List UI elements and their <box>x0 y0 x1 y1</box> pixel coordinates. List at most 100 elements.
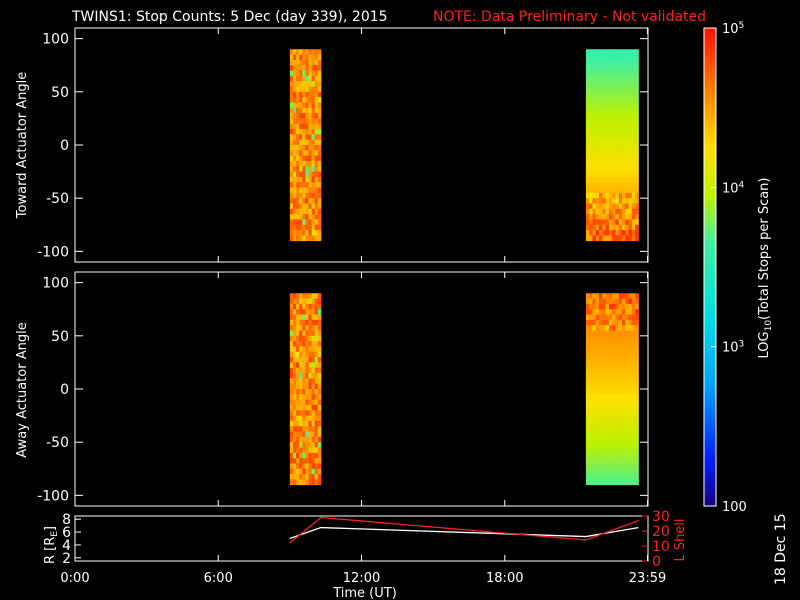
heatmap-cell <box>296 203 300 210</box>
heatmap-cell <box>299 224 303 231</box>
heatmap-cell <box>599 230 603 236</box>
heatmap-cell <box>589 474 593 480</box>
heatmap-cell <box>585 192 590 199</box>
heatmap-cell <box>296 314 300 321</box>
heatmap-cell <box>602 314 607 321</box>
heatmap-cell <box>592 150 597 157</box>
heatmap-cell <box>599 54 603 61</box>
heatmap-cell <box>289 458 294 464</box>
heatmap-cell <box>608 474 613 480</box>
heatmap-cell <box>602 150 607 157</box>
heatmap-cell <box>299 399 303 406</box>
heatmap-cell <box>299 65 303 71</box>
heatmap-cell <box>296 325 300 331</box>
heatmap-cell <box>292 325 297 331</box>
heatmap-cell <box>608 49 613 55</box>
time-xlabel: Time (UT) <box>332 586 397 600</box>
heatmap-cell <box>308 415 313 422</box>
heatmap-cell <box>608 346 613 353</box>
heatmap-cell <box>317 49 322 55</box>
heatmap-cell <box>635 235 639 242</box>
heatmap-cell <box>308 389 313 395</box>
heatmap-cell <box>592 447 597 454</box>
heatmap-cell <box>631 468 636 475</box>
heatmap-cell <box>289 203 294 210</box>
heatmap-cell <box>628 394 633 401</box>
heatmap-cell <box>608 182 613 188</box>
heatmap-cell <box>585 224 590 231</box>
heatmap-cell <box>602 129 607 135</box>
heatmap-cell <box>599 303 603 310</box>
heatmap-cell <box>589 341 593 347</box>
heatmap-cell <box>311 335 316 342</box>
heatmap-cell <box>314 150 319 157</box>
heatmap-cell <box>299 198 303 204</box>
heatmap-cell <box>599 330 603 337</box>
heatmap-cell <box>308 341 313 347</box>
colorbar-tick-label: 100 <box>722 500 747 515</box>
heatmap-cell <box>612 447 616 454</box>
x-tick-label: 23:59 <box>629 571 666 586</box>
heatmap-cell <box>317 415 322 422</box>
heatmap-cell <box>605 59 610 66</box>
heatmap-cell <box>585 373 590 379</box>
heatmap-cell <box>631 123 636 130</box>
heatmap-cell <box>612 118 616 125</box>
heatmap-cell <box>314 123 319 130</box>
heatmap-cell <box>618 171 623 178</box>
heatmap-cell <box>317 187 322 194</box>
heatmap-cell <box>299 447 303 454</box>
heatmap-cell <box>314 187 319 194</box>
heatmap-cell <box>592 91 597 98</box>
heatmap-cell <box>608 394 613 401</box>
heatmap-cell <box>608 431 613 438</box>
heatmap-cell <box>308 309 313 315</box>
heatmap-cell <box>631 351 636 358</box>
heatmap-cell <box>585 102 590 109</box>
heatmap-cell <box>317 442 322 448</box>
heatmap-cell <box>615 129 620 135</box>
heatmap-cell <box>628 187 633 194</box>
heatmap-cell <box>602 70 607 77</box>
heatmap-cell <box>299 325 303 331</box>
heatmap-cell <box>628 325 633 331</box>
heatmap-cell <box>314 166 319 172</box>
heatmap-cell <box>605 341 610 347</box>
heatmap-cell <box>618 113 623 119</box>
heatmap-cell <box>625 314 630 321</box>
heatmap-cell <box>585 166 590 172</box>
heatmap-cell <box>296 458 300 464</box>
heatmap-cell <box>296 303 300 310</box>
heatmap-cell <box>602 293 607 299</box>
heatmap-cell <box>605 134 610 141</box>
heatmap-cell <box>631 97 636 103</box>
heatmap-cell <box>305 463 309 470</box>
heatmap-cell <box>622 134 626 141</box>
heatmap-cell <box>592 309 597 315</box>
heatmap-cell <box>311 383 316 390</box>
heatmap-cell <box>605 224 610 231</box>
heatmap-cell <box>625 235 630 242</box>
heatmap-cell <box>612 346 616 353</box>
heatmap-cell <box>308 208 313 215</box>
heatmap-cell <box>622 341 626 347</box>
heatmap-cell <box>592 394 597 401</box>
heatmap-cell <box>602 230 607 236</box>
heatmap-cell <box>602 134 607 141</box>
heatmap-cell <box>305 415 309 422</box>
heatmap-cell <box>305 107 309 114</box>
heatmap-cell <box>292 91 297 98</box>
heatmap-cell <box>289 383 294 390</box>
heatmap-cell <box>314 219 319 226</box>
heatmap-cell <box>314 330 319 337</box>
heatmap-cell <box>622 410 626 416</box>
heatmap-cell <box>595 319 600 326</box>
heatmap-cell <box>305 235 309 242</box>
y-tick-label: 50 <box>51 329 69 345</box>
heatmap-cell <box>602 447 607 454</box>
heatmap-cell <box>585 351 590 358</box>
heatmap-cell <box>622 107 626 114</box>
heatmap-cell <box>635 346 639 353</box>
heatmap-cell <box>311 59 316 66</box>
y-tick-label: -50 <box>46 191 69 207</box>
